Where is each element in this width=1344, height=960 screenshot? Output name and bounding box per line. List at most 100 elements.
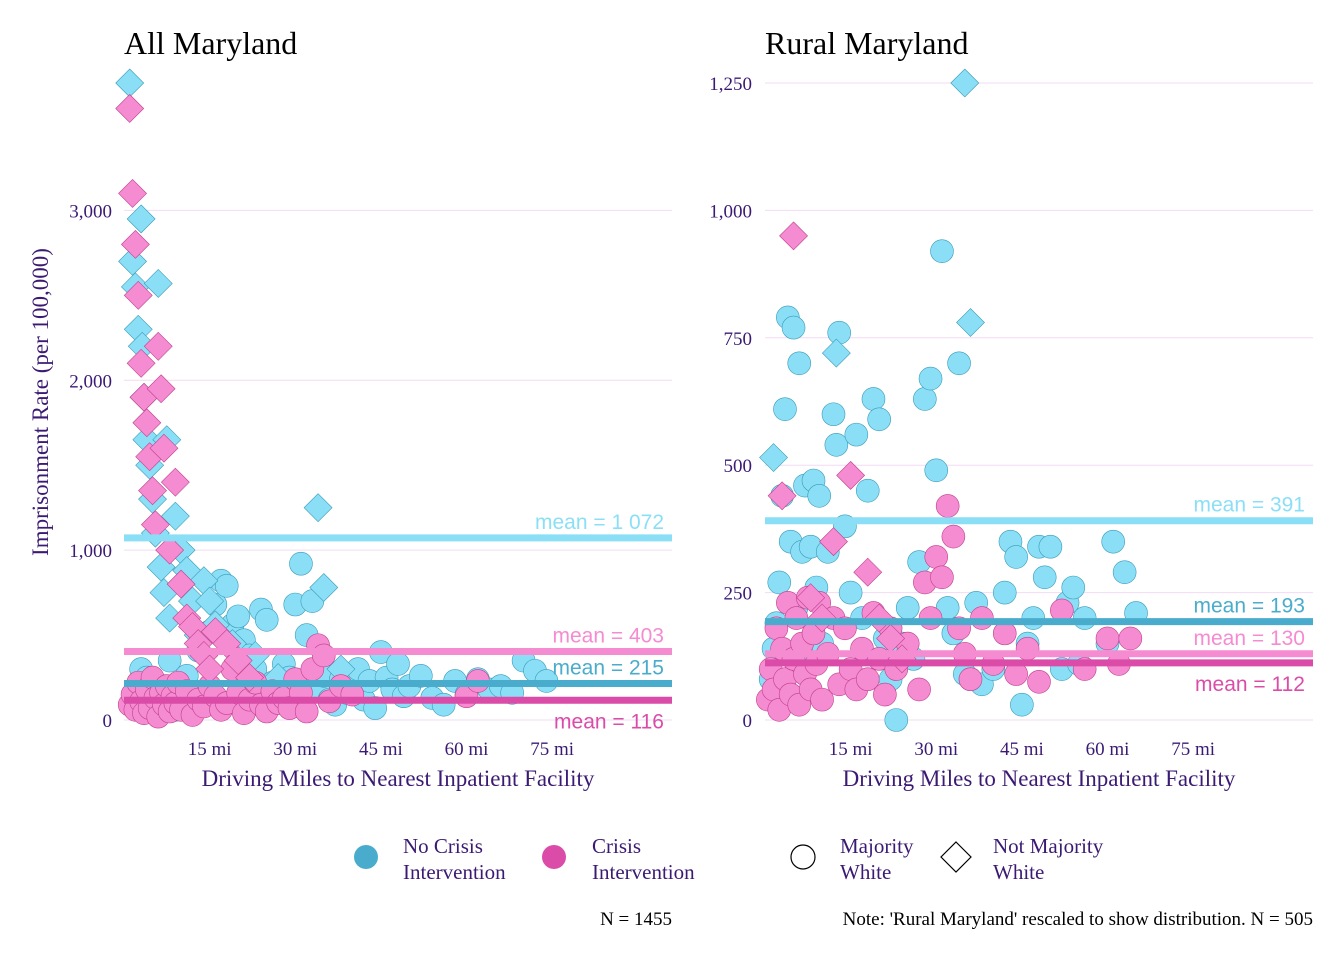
data-point-crisis_majority_white [930, 565, 954, 590]
data-point-crisis_not_majority_white [132, 408, 162, 438]
data-point-no_crisis_majority_white [1112, 560, 1137, 585]
data-point-crisis_not_majority_white [779, 221, 808, 251]
y-ticks-all-maryland: 0 1,000 2,000 3,000 [69, 201, 112, 732]
x-axis-label-rural-maryland: Driving Miles to Nearest Inpatient Facil… [843, 766, 1236, 791]
y-ticks-rural-maryland: 0 250 500 750 1,000 1,250 [709, 74, 752, 732]
data-point-no_crisis_majority_white [1010, 692, 1034, 717]
legend-label-not-majority-white-line1: Not Majority [993, 834, 1104, 858]
data-point-no_crisis_majority_white [226, 604, 250, 629]
legend-shape-not-majority-white [940, 841, 972, 873]
legend-label-crisis-line1: Crisis [592, 834, 641, 858]
data-point-crisis_not_majority_white [120, 229, 150, 259]
data-point-crisis_not_majority_white [138, 476, 167, 506]
legend: No Crisis Intervention Crisis Interventi… [354, 834, 1104, 884]
panel-title-rural-maryland: Rural Maryland [765, 25, 969, 61]
data-point-no_crisis_majority_white [930, 239, 954, 263]
y-axis-label: Imprisonment Rate (per 100,000) [28, 248, 53, 556]
data-point-crisis_not_majority_white [115, 94, 145, 123]
data-point-no_crisis_not_majority_white [309, 573, 339, 602]
data-point-crisis_not_majority_white [155, 535, 185, 565]
data-point-crisis_not_majority_white [146, 374, 176, 404]
legend-label-no-crisis-line2: Intervention [403, 860, 506, 884]
data-point-crisis_majority_white [311, 643, 336, 668]
data-point-crisis_not_majority_white [767, 481, 797, 511]
data-point-no_crisis_majority_white [992, 580, 1017, 605]
y-tick-label: 2,000 [69, 371, 112, 392]
x-tick-label: 30 mi [273, 739, 317, 760]
data-point-crisis_majority_white [935, 494, 960, 518]
mean-label-no_crisis_majority_white: mean = 193 [1193, 595, 1305, 618]
y-tick-label: 3,000 [69, 201, 112, 222]
data-point-no_crisis_not_majority_white [821, 338, 851, 368]
data-point-no_crisis_majority_white [807, 483, 832, 508]
data-point-no_crisis_majority_white [1101, 529, 1126, 554]
data-point-no_crisis_not_majority_white [126, 204, 156, 234]
data-point-crisis_not_majority_white [853, 557, 883, 587]
data-point-no_crisis_majority_white [781, 315, 806, 340]
x-tick-label: 30 mi [914, 739, 958, 760]
data-point-no_crisis_majority_white [214, 574, 239, 598]
data-point-crisis_not_majority_white [796, 583, 826, 613]
data-point-crisis_not_majority_white [160, 467, 190, 497]
data-point-no_crisis_majority_white [913, 387, 937, 411]
mean-lines-all-maryland: mean = 1 072 mean = 403 mean = 215 mean = 1… [124, 511, 672, 733]
data-point-crisis_not_majority_white [118, 178, 147, 208]
data-point-no_crisis_majority_white [1021, 606, 1046, 630]
data-point-no_crisis_majority_white [1004, 545, 1028, 569]
points-rural-maryland [756, 68, 1148, 732]
mean-label-no_crisis_majority_white: mean = 215 [552, 656, 664, 679]
legend-label-majority-white-line2: White [840, 860, 891, 884]
caption-n-all: N = 1455 [600, 909, 672, 930]
x-tick-label: 15 mi [829, 739, 873, 760]
data-point-no_crisis_majority_white [821, 402, 846, 427]
panel-rural-maryland: Rural Maryland Driving Miles to Nearest … [709, 25, 1313, 791]
data-point-no_crisis_majority_white [844, 422, 869, 447]
data-point-no_crisis_majority_white [895, 596, 920, 620]
gridlines-all-maryland [124, 209, 672, 721]
data-point-crisis_majority_white [1118, 626, 1143, 651]
x-tick-label: 60 mi [445, 739, 489, 760]
x-tick-label: 75 mi [530, 739, 574, 760]
data-point-no_crisis_majority_white [924, 458, 949, 483]
y-tick-label: 750 [724, 329, 753, 350]
data-point-no_crisis_majority_white [947, 351, 971, 376]
data-point-crisis_majority_white [855, 667, 880, 692]
y-tick-label: 500 [724, 456, 753, 477]
data-point-crisis_not_majority_white [166, 569, 196, 599]
legend-swatch-crisis [542, 845, 566, 869]
data-point-no_crisis_majority_white [1072, 606, 1097, 630]
data-point-no_crisis_majority_white [861, 387, 886, 411]
legend-label-majority-white-line1: Majority [840, 834, 914, 858]
points-all-maryland [115, 68, 559, 729]
data-point-no_crisis_majority_white [431, 692, 456, 717]
data-point-no_crisis_majority_white [918, 366, 943, 391]
data-point-no_crisis_not_majority_white [956, 308, 985, 337]
y-tick-label: 1,250 [709, 74, 752, 95]
data-point-crisis_not_majority_white [836, 460, 866, 490]
data-point-no_crisis_not_majority_white [950, 68, 980, 98]
data-point-crisis_not_majority_white [149, 433, 179, 463]
mean-label-no_crisis_not_majority_white: mean = 1 072 [535, 511, 664, 534]
data-point-no_crisis_majority_white [1061, 575, 1086, 600]
data-point-crisis_not_majority_white [126, 348, 156, 378]
y-tick-label: 1,000 [709, 201, 752, 222]
panel-all-maryland: All Maryland Imprisonment Rate (per 100,… [28, 25, 672, 791]
data-point-crisis_majority_white [1095, 626, 1120, 651]
x-tick-label: 45 mi [359, 739, 403, 760]
panel-title-all-maryland: All Maryland [124, 25, 297, 61]
data-point-crisis_majority_white [1027, 669, 1051, 694]
data-point-crisis_majority_white [873, 682, 897, 707]
mean-label-crisis_majority_white: mean = 116 [554, 710, 664, 733]
mean-label-crisis_majority_white: mean = 112 [1195, 673, 1305, 696]
y-tick-label: 250 [724, 584, 753, 605]
data-point-crisis_majority_white [810, 687, 834, 712]
x-ticks-all-maryland: 15 mi 30 mi 45 mi 60 mi 75 mi [188, 739, 574, 760]
data-point-crisis_not_majority_white [819, 527, 848, 557]
x-tick-label: 60 mi [1086, 739, 1130, 760]
data-point-no_crisis_majority_white [867, 407, 891, 432]
y-tick-label: 0 [743, 711, 753, 732]
data-point-no_crisis_majority_white [827, 320, 852, 345]
data-point-crisis_majority_white [992, 621, 1017, 646]
data-point-no_crisis_majority_white [855, 478, 880, 503]
